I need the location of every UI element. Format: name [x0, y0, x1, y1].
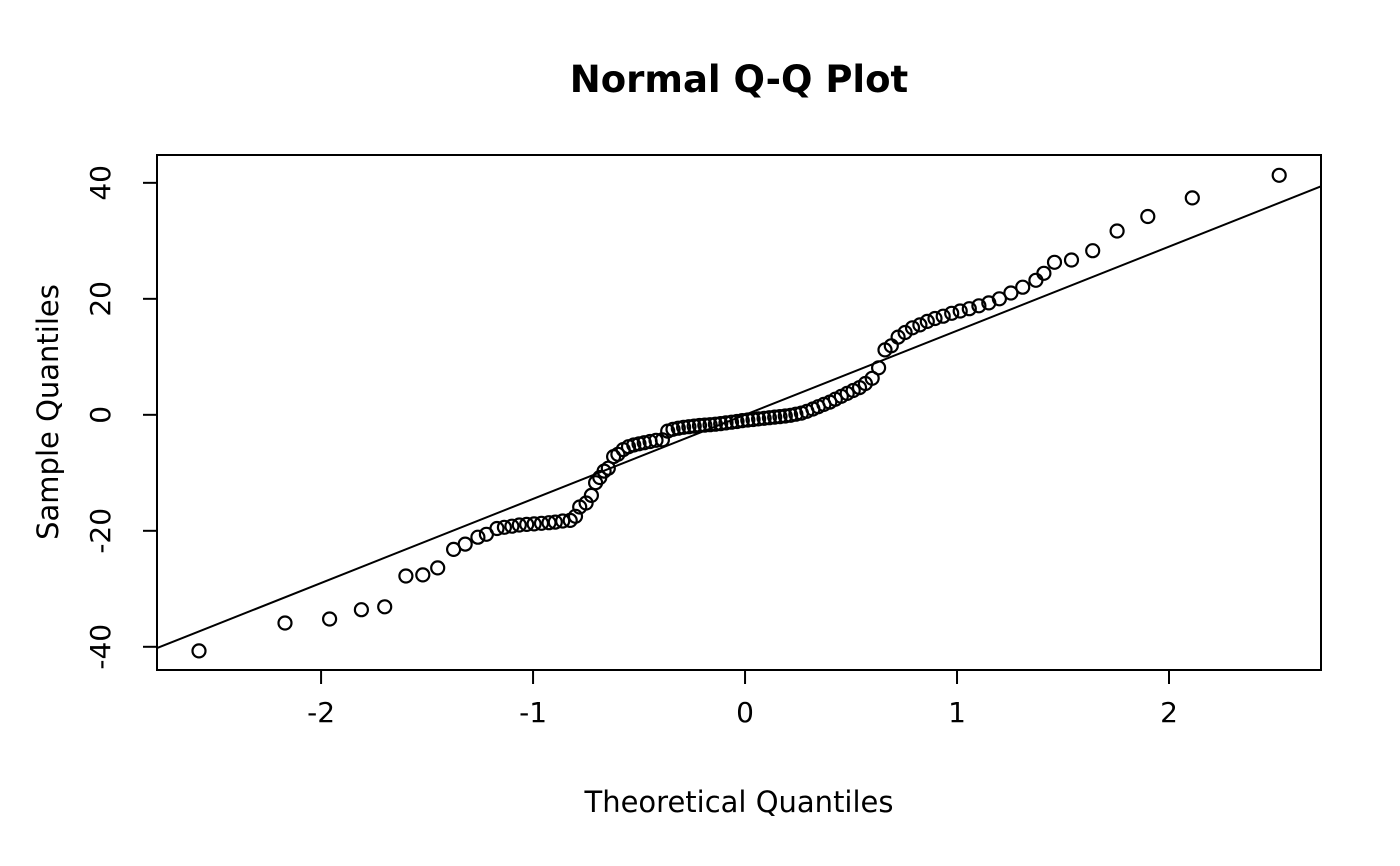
data-point: [555, 513, 571, 529]
y-axis-ticks: [143, 181, 157, 648]
data-point: [904, 320, 921, 336]
data-point: [353, 602, 369, 618]
x-axis-tick-labels: -2 -1 0 1 2: [307, 696, 1178, 729]
data-point: [377, 599, 393, 615]
data-point: [691, 417, 708, 434]
data-point: [788, 406, 804, 422]
data-point: [1085, 243, 1101, 259]
data-point: [648, 432, 664, 448]
data-point: [1109, 223, 1125, 239]
x-tick-label: 2: [1160, 696, 1178, 729]
y-tick-label: 40: [84, 165, 117, 201]
data-point: [430, 560, 446, 576]
data-point: [952, 303, 968, 319]
y-tick-label: 20: [84, 281, 117, 317]
data-point: [723, 414, 740, 430]
y-axis-title: Sample Quantiles: [31, 284, 65, 540]
data-point: [697, 417, 713, 433]
data-point: [1184, 190, 1200, 206]
x-tick-label: -1: [519, 696, 547, 729]
data-point: [686, 418, 702, 434]
y-axis-tick-labels: -40 -20 0 20 40: [84, 165, 117, 670]
data-point: [675, 419, 692, 435]
plot-box: [156, 154, 1322, 671]
data-point: [767, 409, 783, 425]
data-point: [734, 413, 750, 429]
x-axis-ticks: [320, 670, 1171, 684]
data-point: [470, 529, 486, 545]
qq-reference-line: [156, 185, 1322, 650]
data-point: [897, 324, 913, 341]
data-point: [750, 411, 767, 427]
data-point: [511, 517, 527, 533]
data-point: [772, 409, 788, 425]
data-point: [1028, 272, 1044, 288]
data-point: [707, 416, 724, 432]
y-tick-label: -40: [84, 624, 117, 670]
data-point: [912, 317, 928, 333]
data-point: [745, 411, 761, 428]
chart-title: Normal Q-Q Plot: [570, 58, 908, 101]
data-point: [191, 643, 207, 659]
y-tick-label: 0: [84, 406, 117, 424]
data-point: [504, 518, 520, 534]
data-point: [971, 298, 987, 314]
data-point: [526, 516, 542, 532]
data-point: [919, 313, 935, 329]
data-point: [681, 419, 697, 435]
data-point: [713, 416, 729, 432]
data-point: [519, 516, 535, 533]
data-point: [322, 611, 338, 627]
data-point: [496, 519, 512, 535]
x-tick-label: 0: [736, 696, 754, 729]
data-point: [670, 420, 686, 436]
data-point: [740, 412, 756, 428]
data-point: [870, 360, 887, 376]
data-point: [1271, 167, 1287, 183]
data-point: [991, 291, 1008, 307]
data-point: [489, 520, 505, 537]
data-point: [944, 305, 960, 321]
data-point: [935, 308, 951, 324]
y-tick-label: -20: [84, 508, 117, 554]
data-point: [1046, 254, 1063, 270]
data-point: [961, 301, 977, 317]
data-point: [457, 536, 473, 552]
data-point: [415, 567, 431, 583]
data-point: [756, 410, 772, 426]
data-point: [702, 417, 718, 433]
data-point: [1063, 252, 1080, 268]
data-point: [761, 410, 778, 426]
x-tick-label: -2: [307, 696, 335, 729]
data-point: [777, 408, 793, 424]
data-point: [1015, 279, 1031, 295]
x-tick-label: 1: [948, 696, 966, 729]
x-axis-title: Theoretical Quantiles: [583, 785, 893, 819]
qq-points: [191, 167, 1287, 659]
data-point: [547, 514, 563, 530]
data-point: [567, 508, 584, 524]
data-point: [1003, 285, 1019, 301]
data-point: [927, 310, 943, 327]
data-point: [1140, 208, 1156, 225]
data-point: [718, 415, 734, 431]
data-point: [398, 568, 414, 584]
data-point: [729, 413, 745, 430]
data-point: [277, 615, 293, 631]
data-point: [1036, 265, 1052, 281]
